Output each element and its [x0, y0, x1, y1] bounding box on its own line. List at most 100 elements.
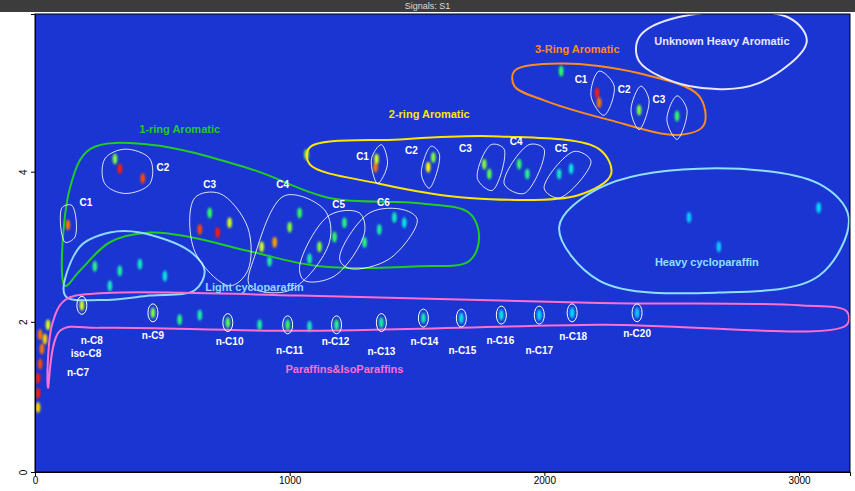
chart-title: Signals: S1	[405, 1, 451, 11]
peak	[151, 307, 156, 318]
peak	[426, 162, 431, 173]
peak	[285, 319, 290, 330]
compound-label: n-C16	[486, 335, 514, 346]
y-tick-mark	[31, 472, 35, 473]
group-outline	[248, 195, 331, 293]
peak	[570, 307, 575, 318]
x-tick-label: 3000	[788, 475, 811, 486]
peak	[635, 307, 640, 318]
region-label: Paraffins&IsoParaffins	[285, 363, 403, 375]
group-outline	[504, 144, 545, 194]
compound-marker	[148, 304, 158, 322]
peak	[40, 343, 45, 354]
group-outline	[421, 146, 439, 188]
compound-label: n-C10	[216, 336, 244, 347]
region-label: 1-ring Aromatic	[139, 123, 220, 135]
region-outline	[64, 231, 205, 300]
plot-area	[36, 14, 849, 413]
y-tick: 2	[18, 319, 35, 325]
region-outline	[512, 64, 706, 135]
group-label: C2	[156, 162, 169, 173]
peak	[287, 222, 292, 233]
group-outline	[667, 96, 687, 140]
title-bar	[0, 0, 855, 12]
x-tick: 2000	[534, 472, 557, 486]
peak	[334, 319, 339, 330]
peak	[392, 212, 397, 223]
group-label: C4	[276, 179, 289, 190]
peak	[197, 310, 202, 321]
peak	[557, 168, 562, 179]
group-outline	[544, 151, 591, 198]
peak	[595, 87, 600, 98]
region-outline	[636, 14, 807, 89]
plot-frame	[35, 14, 850, 472]
page-background	[0, 0, 855, 491]
peak	[113, 153, 118, 164]
group-outline	[591, 71, 615, 115]
compound-label: n-C12	[322, 336, 350, 347]
peak	[459, 313, 464, 324]
peak	[431, 152, 436, 163]
peak	[421, 313, 426, 324]
y-tick-mark	[31, 322, 35, 323]
peak	[46, 319, 51, 330]
group-outline	[60, 205, 76, 243]
compound-marker	[418, 309, 428, 327]
peak	[675, 111, 680, 122]
compound-label: n-C9	[142, 330, 165, 341]
compound-marker	[632, 304, 642, 322]
peak	[482, 159, 487, 170]
peak	[36, 402, 41, 413]
group-label: C2	[405, 145, 418, 156]
compound-label: n-C18	[559, 331, 587, 342]
y-tick: 4	[18, 169, 35, 175]
peak	[140, 173, 145, 184]
peak	[307, 253, 312, 264]
group-label: C6	[377, 197, 390, 208]
group-outline	[299, 210, 364, 282]
peak	[374, 153, 379, 164]
y-axis-line	[31, 15, 36, 473]
x-axis: 0100020003000	[33, 472, 851, 486]
group-label: C1	[575, 74, 588, 85]
peak	[93, 261, 98, 272]
peak	[80, 300, 85, 311]
group-outline	[102, 149, 153, 193]
x-tick-label: 0	[33, 475, 39, 486]
peak	[637, 105, 642, 116]
peak	[257, 319, 262, 330]
peak	[118, 163, 123, 174]
peak	[687, 212, 692, 223]
compound-label: n-C20	[623, 328, 651, 339]
peak	[138, 259, 143, 270]
x-axis-line	[36, 473, 851, 477]
group-outline	[190, 192, 251, 286]
group-outline	[477, 144, 505, 190]
compound-label: n-C7	[67, 367, 90, 378]
peak	[342, 217, 347, 228]
group-label: C1	[80, 197, 93, 208]
compound-marker	[223, 314, 233, 332]
peak	[227, 217, 232, 228]
peak	[379, 317, 384, 328]
compound-marker	[77, 296, 87, 314]
y-tick-label: 0	[18, 469, 29, 475]
peak	[36, 388, 41, 399]
compound-marker	[534, 306, 544, 324]
peak	[66, 219, 71, 230]
region-label: 3-Ring Aromatic	[535, 43, 620, 55]
region-label: 2-ring Aromatic	[389, 108, 470, 120]
peak	[525, 168, 530, 179]
peak	[272, 237, 277, 248]
compound-label: n-C8	[81, 335, 104, 346]
x-tick-label: 2000	[534, 475, 557, 486]
compound-label: iso-C8	[71, 348, 102, 359]
group-label: C5	[332, 199, 345, 210]
peak	[36, 373, 41, 384]
x-tick: 3000	[788, 472, 811, 486]
y-tick: 0	[18, 469, 35, 475]
peak	[597, 97, 602, 108]
group-outline	[371, 145, 387, 184]
group-label: C3	[653, 94, 666, 105]
